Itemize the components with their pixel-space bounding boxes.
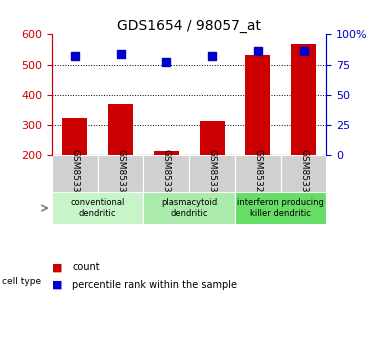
Bar xyxy=(281,155,326,192)
Bar xyxy=(98,155,144,192)
Text: interferon producing
killer dendritic: interferon producing killer dendritic xyxy=(237,198,324,218)
Bar xyxy=(62,118,88,155)
Text: GSM85334: GSM85334 xyxy=(208,149,217,198)
Point xyxy=(255,49,261,54)
Bar xyxy=(291,43,316,155)
Bar xyxy=(154,151,179,155)
Point xyxy=(72,53,78,59)
Text: percentile rank within the sample: percentile rank within the sample xyxy=(72,280,237,289)
Text: GSM85329: GSM85329 xyxy=(253,149,262,198)
Bar xyxy=(189,155,235,192)
Text: conventional
dendritic: conventional dendritic xyxy=(70,198,125,218)
Bar xyxy=(52,192,144,224)
Bar xyxy=(52,155,98,192)
Text: ■: ■ xyxy=(52,280,62,289)
Point xyxy=(163,59,169,65)
Bar xyxy=(200,120,225,155)
Text: GSM85330: GSM85330 xyxy=(299,149,308,198)
Text: plasmacytoid
dendritic: plasmacytoid dendritic xyxy=(161,198,217,218)
Point xyxy=(118,51,124,57)
Text: count: count xyxy=(72,263,100,272)
Bar xyxy=(235,192,326,224)
Text: GSM85333: GSM85333 xyxy=(162,149,171,198)
Text: ■: ■ xyxy=(52,263,62,272)
Text: GSM85331: GSM85331 xyxy=(70,149,79,198)
Title: GDS1654 / 98057_at: GDS1654 / 98057_at xyxy=(117,19,261,33)
Bar xyxy=(245,55,270,155)
Bar xyxy=(235,155,281,192)
Bar xyxy=(144,155,189,192)
Bar xyxy=(144,192,235,224)
Text: cell type: cell type xyxy=(2,277,41,286)
Text: GSM85332: GSM85332 xyxy=(116,149,125,198)
Point xyxy=(209,53,215,59)
Point xyxy=(301,49,306,54)
Bar xyxy=(108,104,133,155)
